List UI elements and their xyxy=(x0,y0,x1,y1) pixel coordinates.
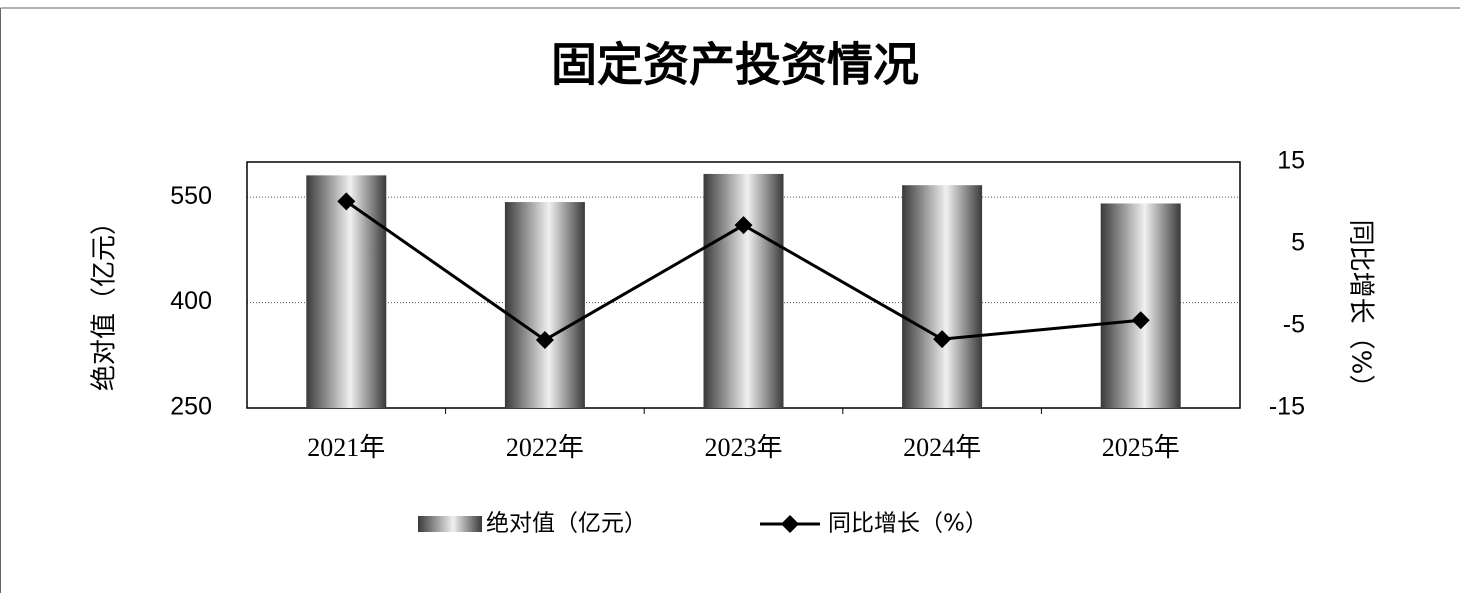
legend-label: 绝对值（亿元） xyxy=(486,511,647,537)
y2-tick-label: -15 xyxy=(1269,393,1305,421)
y2-axis-title: 同比增长（%） xyxy=(1346,220,1376,401)
y2-tick-label: 15 xyxy=(1277,147,1305,175)
marker xyxy=(734,216,753,235)
legend-marker xyxy=(781,515,799,533)
y2-tick-label: 5 xyxy=(1291,229,1305,257)
marker xyxy=(337,192,356,211)
legend-swatch xyxy=(418,516,482,532)
bar xyxy=(902,185,983,408)
x-tick-label: 2023年 xyxy=(704,433,782,462)
y-tick-label: 400 xyxy=(170,287,212,315)
bar xyxy=(504,202,585,408)
bar xyxy=(306,175,387,408)
x-tick-label: 2022年 xyxy=(506,433,584,462)
marker xyxy=(1131,311,1150,330)
x-tick-label: 2025年 xyxy=(1102,433,1180,462)
y-tick-label: 550 xyxy=(170,182,212,210)
chart-title: 固定资产投资情况 xyxy=(551,38,919,92)
y-axis-title: 绝对值（亿元） xyxy=(90,209,120,391)
marker xyxy=(933,330,952,349)
bar xyxy=(1100,203,1181,408)
x-tick-label: 2021年 xyxy=(307,433,385,462)
marker xyxy=(535,330,554,349)
y2-tick-label: -5 xyxy=(1283,311,1305,339)
bar xyxy=(703,173,784,408)
x-tick-label: 2024年 xyxy=(903,433,981,462)
legend-label: 同比增长（%） xyxy=(828,511,988,537)
y-tick-label: 250 xyxy=(170,393,212,421)
